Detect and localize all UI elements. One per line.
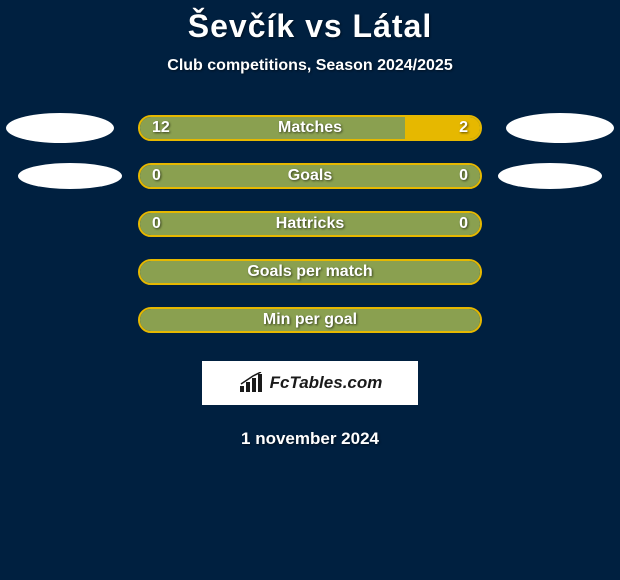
stat-label: Goals per match	[247, 263, 372, 281]
stat-value-right: 2	[459, 119, 468, 137]
page-subtitle: Club competitions, Season 2024/2025	[167, 57, 452, 75]
stat-bar-fill-right	[405, 117, 480, 139]
player-left-ellipse	[18, 163, 122, 189]
watermark: FcTables.com	[202, 361, 418, 405]
stat-bar: Min per goal	[138, 307, 482, 333]
stat-value-left: 12	[152, 119, 170, 137]
stat-row-goals: 0 Goals 0	[0, 163, 620, 189]
player-right-ellipse	[498, 163, 602, 189]
stat-value-right: 0	[459, 167, 468, 185]
page-title: Ševčík vs Látal	[188, 8, 432, 45]
stat-bar: 12 Matches 2	[138, 115, 482, 141]
stat-label: Matches	[278, 119, 342, 137]
stat-row-hattricks: 0 Hattricks 0	[0, 211, 620, 237]
stat-bar: 0 Hattricks 0	[138, 211, 482, 237]
stat-label: Goals	[288, 167, 332, 185]
stat-value-left: 0	[152, 167, 161, 185]
stat-label: Hattricks	[276, 215, 344, 233]
stat-bar: Goals per match	[138, 259, 482, 285]
bar-chart-icon	[238, 372, 264, 394]
stat-row-goals-per-match: Goals per match	[0, 259, 620, 285]
stats-area: 12 Matches 2 0 Goals 0 0 Hattricks	[0, 115, 620, 333]
stat-row-min-per-goal: Min per goal	[0, 307, 620, 333]
watermark-text: FcTables.com	[270, 373, 383, 393]
date-text: 1 november 2024	[241, 429, 379, 449]
stat-value-right: 0	[459, 215, 468, 233]
stat-row-matches: 12 Matches 2	[0, 115, 620, 141]
player-right-ellipse	[506, 113, 614, 143]
stat-label: Min per goal	[263, 311, 357, 329]
stat-bar: 0 Goals 0	[138, 163, 482, 189]
player-left-ellipse	[6, 113, 114, 143]
comparison-infographic: Ševčík vs Látal Club competitions, Seaso…	[0, 0, 620, 449]
stat-value-left: 0	[152, 215, 161, 233]
